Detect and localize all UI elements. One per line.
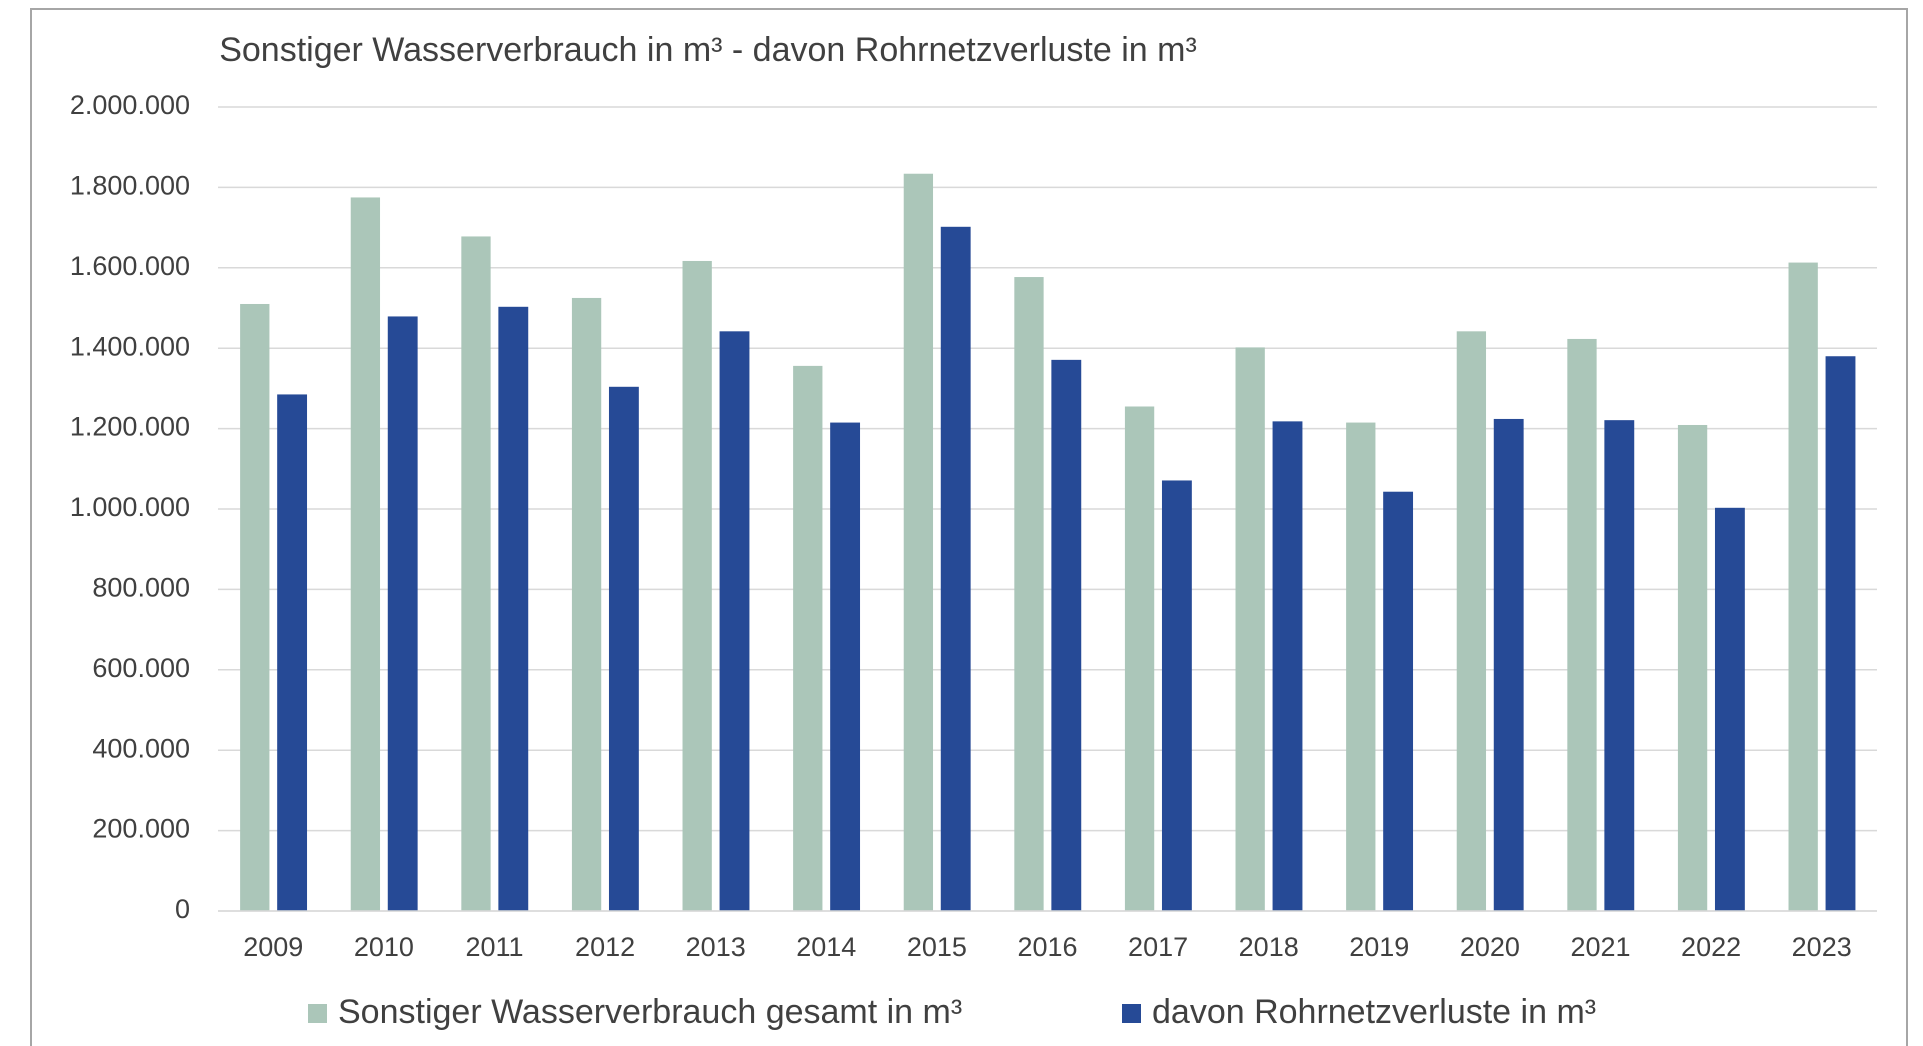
- bar: [719, 331, 750, 911]
- x-tick-label: 2022: [1681, 932, 1741, 962]
- y-tick-label: 1.600.000: [70, 251, 190, 281]
- bar: [1493, 418, 1524, 911]
- x-tick-label: 2021: [1570, 932, 1630, 962]
- y-tick-label: 1.800.000: [70, 171, 190, 201]
- chart-title: Sonstiger Wasserverbrauch in m³ - davon …: [219, 31, 1197, 69]
- legend-label: Sonstiger Wasserverbrauch gesamt in m³: [338, 993, 962, 1031]
- x-tick-label: 2014: [796, 932, 856, 962]
- y-tick-label: 200.000: [92, 814, 190, 844]
- x-tick-label: 2015: [907, 932, 967, 962]
- x-tick-label: 2023: [1792, 932, 1852, 962]
- bar: [350, 197, 381, 911]
- bar: [1051, 359, 1082, 911]
- bar: [1456, 331, 1487, 911]
- y-tick-label: 1.200.000: [70, 412, 190, 442]
- y-tick-label: 400.000: [92, 733, 190, 763]
- bar: [1161, 480, 1192, 911]
- bar: [830, 422, 861, 911]
- bar: [1788, 262, 1818, 912]
- bar: [571, 297, 602, 911]
- bar: [1272, 421, 1303, 911]
- x-tick-label: 2016: [1017, 932, 1077, 962]
- y-tick-label: 1.400.000: [70, 331, 190, 361]
- bar: [1825, 356, 1856, 911]
- y-tick-label: 1.000.000: [70, 492, 190, 522]
- bar: [903, 173, 934, 911]
- bar: [461, 236, 491, 912]
- legend-label: davon Rohrnetzverluste in m³: [1152, 993, 1596, 1031]
- x-tick-label: 2018: [1239, 932, 1299, 962]
- x-tick-label: 2010: [354, 932, 414, 962]
- bar: [1235, 347, 1265, 911]
- bar: [1383, 491, 1414, 911]
- bar: [608, 386, 639, 911]
- x-tick-label: 2013: [686, 932, 746, 962]
- x-tick-label: 2019: [1349, 932, 1409, 962]
- bar: [1346, 422, 1376, 911]
- y-tick-label: 600.000: [92, 653, 190, 683]
- x-tick-label: 2011: [465, 932, 523, 962]
- bar: [1677, 424, 1708, 911]
- y-tick-label: 800.000: [92, 573, 190, 603]
- bar: [1124, 406, 1155, 911]
- bar: [793, 365, 823, 911]
- legend-swatch: [308, 1004, 327, 1023]
- bar: [498, 306, 529, 911]
- bar: [277, 394, 308, 911]
- bar: [240, 303, 270, 912]
- bar: [682, 260, 712, 911]
- y-tick-label: 0: [175, 894, 190, 924]
- bar: [1604, 420, 1635, 911]
- bar: [1567, 338, 1597, 912]
- y-tick-label: 2.000.000: [70, 90, 190, 120]
- x-tick-label: 2009: [243, 932, 303, 962]
- bar: [1714, 507, 1745, 911]
- x-tick-label: 2012: [575, 932, 635, 962]
- legend-swatch: [1122, 1004, 1141, 1023]
- bar: [387, 316, 418, 911]
- bar: [940, 226, 971, 911]
- bar: [1014, 277, 1044, 911]
- x-tick-label: 2020: [1460, 932, 1520, 962]
- x-tick-label: 2017: [1128, 932, 1188, 962]
